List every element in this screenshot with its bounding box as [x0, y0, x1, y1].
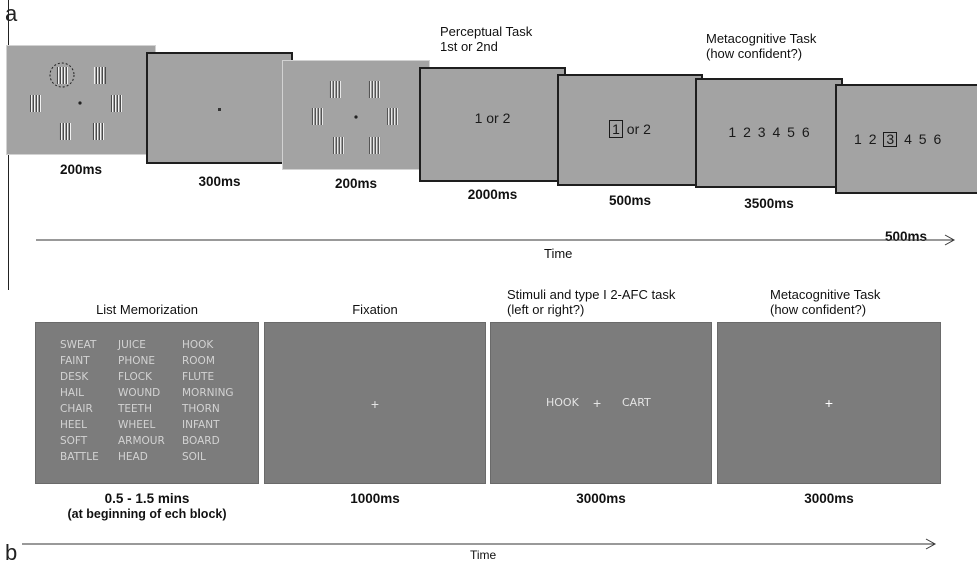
time-label-b: Time — [470, 548, 497, 562]
stimulus-frame-5: 1 or 2 — [557, 74, 703, 186]
perceptual-task-title: Perceptual Task — [440, 24, 533, 39]
word-item: BOARD — [182, 435, 220, 447]
fixation-frame: + — [264, 322, 486, 484]
metacognitive-fixation-cross: + — [824, 395, 834, 411]
grating-array-2 — [311, 81, 399, 154]
list-memorization-title: List Memorization — [96, 302, 198, 317]
interval-response-rest: or 2 — [626, 121, 651, 137]
metacognitive-frame: + — [717, 322, 941, 484]
word-list-frame: SWEAT JUICE HOOK FAINT PHONE ROOM DESK F… — [35, 322, 259, 484]
word-item: BATTLE — [60, 451, 99, 463]
grating-array-1 — [30, 62, 123, 140]
fixation-duration: 1000ms — [350, 491, 400, 506]
fixation-dot — [218, 108, 221, 111]
word-item: ARMOUR — [118, 435, 165, 447]
word-item: PHONE — [118, 355, 155, 367]
word-item: WOUND — [118, 387, 161, 399]
scale-value: 4 — [904, 131, 912, 147]
word-item: MORNING — [182, 387, 234, 399]
word-item: CHAIR — [60, 403, 93, 415]
metacognitive-duration: 3000ms — [804, 491, 854, 506]
metacognitive-task-title-b: Metacognitive Task — [770, 287, 881, 302]
time-arrow-b — [22, 538, 937, 550]
stimuli-task-subtitle: (left or right?) — [507, 302, 585, 317]
frame-1-duration: 200ms — [59, 162, 103, 177]
fixation-title: Fixation — [352, 302, 398, 317]
list-duration: 0.5 - 1.5 mins — [104, 491, 190, 506]
stimulus-frame-2 — [146, 52, 293, 164]
stimuli-task-title: Stimuli and type I 2-AFC task — [507, 287, 676, 302]
metacognitive-task-title-a: Metacognitive Task — [706, 31, 817, 46]
scale-value: 5 — [787, 124, 795, 140]
scale-value: 6 — [801, 124, 810, 140]
word-item: FLOCK — [118, 371, 152, 383]
interval-choice-text: 1 or 2 — [474, 110, 511, 126]
scale-value: 6 — [933, 131, 942, 147]
word-item: INFANT — [182, 419, 220, 431]
word-item: FAINT — [60, 355, 90, 367]
stimuli-frame: HOOK + CART — [490, 322, 712, 484]
word-item: THORN — [182, 403, 220, 415]
word-item: SOFT — [60, 435, 88, 447]
word-item: SWEAT — [60, 339, 97, 351]
scale-value: 2 — [743, 124, 751, 140]
stimulus-frame-4: 1 or 2 — [419, 67, 566, 182]
word-item: TEETH — [118, 403, 152, 415]
metacognitive-task-subtitle-a: (how confident?) — [706, 46, 803, 61]
panel-b-label: b — [5, 540, 18, 565]
stimulus-frame-1 — [6, 45, 156, 155]
selected-interval-box: 1 — [609, 120, 623, 138]
scale-value: 5 — [918, 131, 927, 147]
word-list: SWEAT JUICE HOOK FAINT PHONE ROOM DESK F… — [36, 337, 260, 481]
word-item: DESK — [60, 371, 89, 383]
scale-value: 3 — [757, 124, 766, 140]
frame-5-duration: 500ms — [608, 193, 652, 208]
confidence-response: 1 2 3 4 5 6 — [854, 131, 941, 147]
stimuli-duration: 3000ms — [576, 491, 626, 506]
word-item: HEEL — [60, 419, 88, 431]
word-item: SOIL — [182, 451, 206, 463]
right-word: CART — [622, 396, 651, 409]
left-word: HOOK — [546, 396, 579, 409]
stimulus-frame-6: 1 2 3 4 5 6 — [695, 78, 843, 188]
word-item: ROOM — [182, 355, 215, 367]
scale-value: 2 — [868, 131, 877, 147]
word-item: HAIL — [60, 387, 85, 399]
stimulus-frame-3 — [282, 60, 430, 170]
word-item: HOOK — [182, 339, 214, 351]
word-item: WHEEL — [118, 419, 156, 431]
scale-value: 1 — [854, 131, 862, 147]
time-label-a: Time — [544, 246, 573, 261]
scale-value: 4 — [772, 124, 781, 140]
stimulus-frame-7: 1 2 3 4 5 6 — [835, 84, 977, 194]
word-item: HEAD — [118, 451, 148, 463]
interval-response: 1 or 2 — [559, 120, 701, 138]
fixation-cross: + — [370, 396, 380, 412]
confidence-scale: 1 2 3 4 5 6 — [697, 124, 841, 140]
panel-a-label: a — [5, 1, 18, 26]
scale-value: 1 — [728, 124, 737, 140]
selected-confidence-box: 3 — [883, 132, 898, 147]
perceptual-task-subtitle: 1st or 2nd — [440, 39, 498, 54]
stimuli-fixation-cross: + — [593, 395, 602, 411]
frame-3-duration: 200ms — [334, 176, 378, 191]
word-item: FLUTE — [182, 371, 215, 383]
time-arrow-a — [36, 234, 956, 246]
frame-2-duration: 300ms — [198, 174, 241, 189]
word-item: JUICE — [118, 339, 146, 351]
metacognitive-task-subtitle-b: (how confident?) — [770, 302, 867, 317]
frame-6-duration: 3500ms — [744, 196, 794, 211]
list-duration-note: (at beginning of ech block) — [67, 507, 227, 521]
frame-4-duration: 2000ms — [467, 187, 518, 202]
